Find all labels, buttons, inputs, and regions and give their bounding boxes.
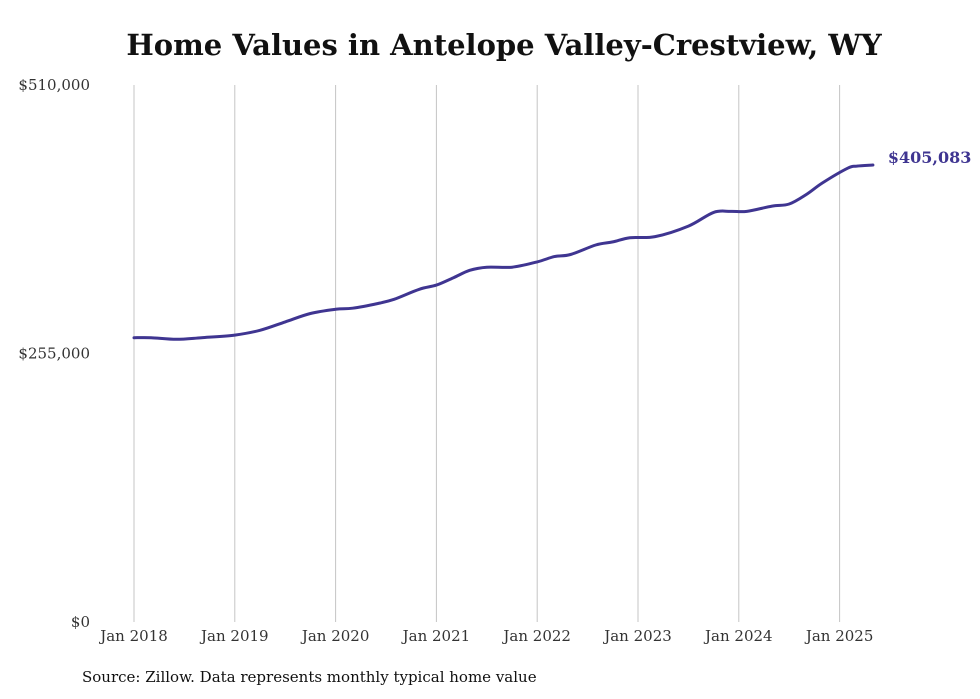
chart-title: Home Values in Antelope Valley-Crestview… [126,28,882,62]
x-tick-label: Jan 2025 [804,627,874,645]
y-tick-label: $0 [71,613,90,631]
x-tick-label: Jan 2023 [602,627,672,645]
y-tick-label: $255,000 [18,345,90,363]
y-tick-label: $510,000 [18,76,90,94]
chart-source: Source: Zillow. Data represents monthly … [82,668,537,686]
x-tick-label: Jan 2024 [703,627,773,645]
x-tick-label: Jan 2020 [300,627,370,645]
series-line [132,163,875,341]
x-tick-label: Jan 2021 [401,627,471,645]
end-value-label: $405,083 [888,148,972,167]
x-tick-label: Jan 2018 [98,627,168,645]
x-tick-label: Jan 2019 [199,627,269,645]
x-tick-label: Jan 2022 [501,627,571,645]
